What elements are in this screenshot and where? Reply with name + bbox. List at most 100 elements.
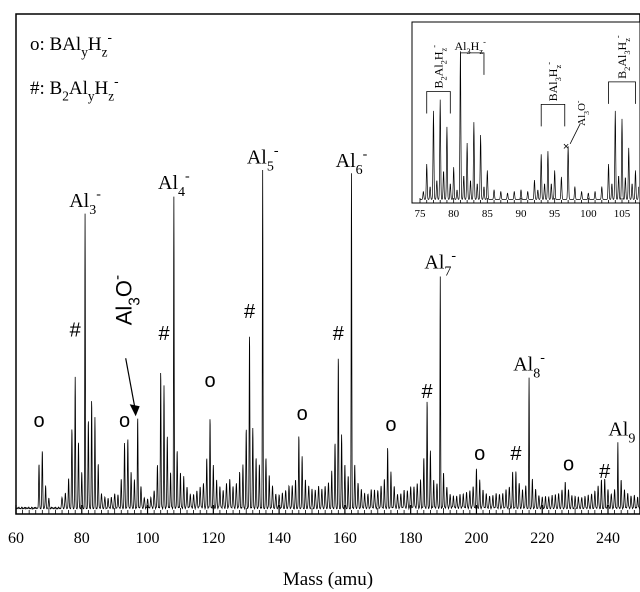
cluster-label-part: 9	[628, 432, 635, 447]
annotation-o: o	[474, 443, 485, 465]
cluster-label-part: -	[274, 143, 279, 158]
legend-entry-hash-part: #: B	[30, 78, 62, 99]
inset-group-label-part: 2	[440, 60, 449, 64]
inset-group-label-part: H	[471, 39, 480, 53]
annotation-hash: #	[244, 301, 256, 323]
inset-tick-label: 105	[614, 208, 631, 220]
annotation-hash: #	[70, 319, 82, 341]
peak-annotations: o # o # o # o # o # o # o #	[33, 301, 611, 483]
cluster-label: Al5-	[247, 143, 279, 174]
cluster-label-part: -	[363, 147, 368, 162]
x-tick-label: 160	[333, 530, 357, 547]
legend-entry-o-part: y	[81, 45, 88, 60]
legend-entry-hash-part: z	[108, 89, 114, 104]
inset-tick-label: 85	[482, 208, 494, 220]
annotation-o: o	[297, 403, 308, 425]
al3o-arrow-shaft	[125, 358, 137, 413]
inset-al3o-label-part: -	[573, 100, 582, 103]
cluster-label: Al4-	[158, 169, 190, 200]
cluster-label: Al9	[608, 419, 635, 447]
inset-group-bracket	[426, 91, 451, 114]
cluster-label: Al3-	[69, 187, 101, 218]
cluster-label-part: Al	[69, 190, 89, 212]
inset-group-label-part: 3	[623, 50, 632, 54]
inset-group-label: B2Al2Hz-	[430, 45, 449, 89]
cluster-label-part: 5	[267, 159, 274, 174]
inset-group-label-part: z	[623, 38, 632, 42]
annotation-o: o	[119, 410, 130, 432]
inset-group-label: BAl3Hz-	[545, 62, 564, 102]
cluster-label-part: -	[540, 350, 545, 365]
x-axis-label: Mass (amu)	[283, 569, 373, 590]
inset-group-bracket	[608, 81, 636, 104]
inset-group-label-part: H	[432, 51, 446, 60]
legend-entry-hash-part: Al	[69, 78, 88, 99]
inset-group-label-part: z	[440, 47, 449, 51]
x-tick-label: 100	[136, 530, 160, 547]
legend-entry-hash: #: B2AlyHz-	[30, 73, 119, 103]
legend-entry-o: o: BAlyHz-	[30, 29, 112, 59]
cluster-label-part: 6	[356, 163, 363, 178]
al3o-main-label-part: Al	[112, 306, 137, 326]
legend: o: BAlyHz- #: B2AlyHz-	[30, 29, 119, 103]
al3o-main-label-part: -	[109, 275, 126, 280]
spectrum-line	[15, 170, 640, 511]
inset-group-label-part: BAl	[546, 81, 560, 102]
inset-group-label-part: -	[545, 62, 554, 65]
x-tick-label: 220	[530, 530, 554, 547]
inset-x-axis: 75 80 85 90 95 100 105	[415, 198, 636, 220]
inset-al3o-label-part: Al	[576, 115, 588, 126]
inset-group-label-part: Al	[432, 64, 446, 77]
inset-tick-label: 80	[448, 208, 460, 220]
annotation-hash: #	[422, 381, 434, 403]
al3o-annotation: Al3O-	[109, 275, 143, 417]
x-axis: 60 80 100 120 140 160 180 200 220 240	[8, 505, 635, 547]
inset-group-label-part: 3	[554, 77, 563, 81]
inset-group-label: B2Al3Hz-	[614, 35, 633, 79]
annotation-hash: #	[599, 461, 611, 483]
cluster-label-part: Al	[513, 353, 533, 375]
legend-entry-o-part: -	[108, 29, 112, 44]
annotation-hash: #	[510, 443, 522, 465]
inset-al3o-label-part: 3	[582, 111, 591, 115]
inset-group-label-part: -	[483, 37, 486, 46]
annotation-o: o	[385, 414, 396, 436]
plot-frame	[15, 13, 640, 515]
cluster-label-part: Al	[608, 419, 628, 441]
cluster-label-part: -	[96, 187, 101, 202]
inset-group-label-part: 2	[623, 67, 632, 71]
cluster-label-part: 7	[444, 265, 451, 280]
inset-al3o-label: Al3O-	[573, 100, 591, 126]
inset-al3o-label-part: O	[576, 103, 588, 111]
inset-group-label-part: z	[554, 65, 563, 69]
inset-group-label-part: Al	[454, 39, 467, 53]
cluster-label-part: -	[185, 169, 190, 184]
cluster-peak-labels: Al3-Al4-Al5- Al6-Al7-Al8-Al9	[69, 143, 635, 446]
al3o-main-label-part: O	[112, 280, 137, 297]
x-tick-label: 60	[8, 530, 24, 547]
cluster-label-part: -	[451, 249, 456, 264]
al3o-main-label-part: 3	[126, 297, 143, 306]
spectrum-trace	[15, 170, 640, 511]
inset-group-label-part: H	[615, 41, 629, 50]
annotation-o: o	[204, 370, 215, 392]
inset-group-labels: B2Al2Hz- Al3Hz-BAl3Hz-B2Al3Hz-Al3O-×	[426, 35, 636, 153]
inset-al3o-arrow	[569, 123, 581, 145]
x-tick-label: 200	[464, 530, 488, 547]
inset-group-label-part: B	[432, 81, 446, 89]
inset-tick-label: 75	[415, 208, 427, 220]
annotation-hash: #	[158, 323, 170, 345]
x-tick-label: 80	[74, 530, 90, 547]
inset-group-label: Al3Hz-	[454, 37, 486, 56]
inset-group-label-part: 3	[466, 47, 470, 56]
cluster-label-part: Al	[336, 150, 356, 172]
x-tick-label: 120	[201, 530, 225, 547]
cluster-label-part: Al	[424, 252, 444, 274]
inset-group-label-part: H	[546, 68, 560, 77]
al3o-arrowhead	[129, 404, 140, 417]
cluster-label-part: 8	[533, 366, 540, 381]
cluster-label-part: 4	[178, 185, 185, 200]
cluster-label: Al7-	[424, 249, 456, 280]
x-tick-label: 180	[399, 530, 423, 547]
